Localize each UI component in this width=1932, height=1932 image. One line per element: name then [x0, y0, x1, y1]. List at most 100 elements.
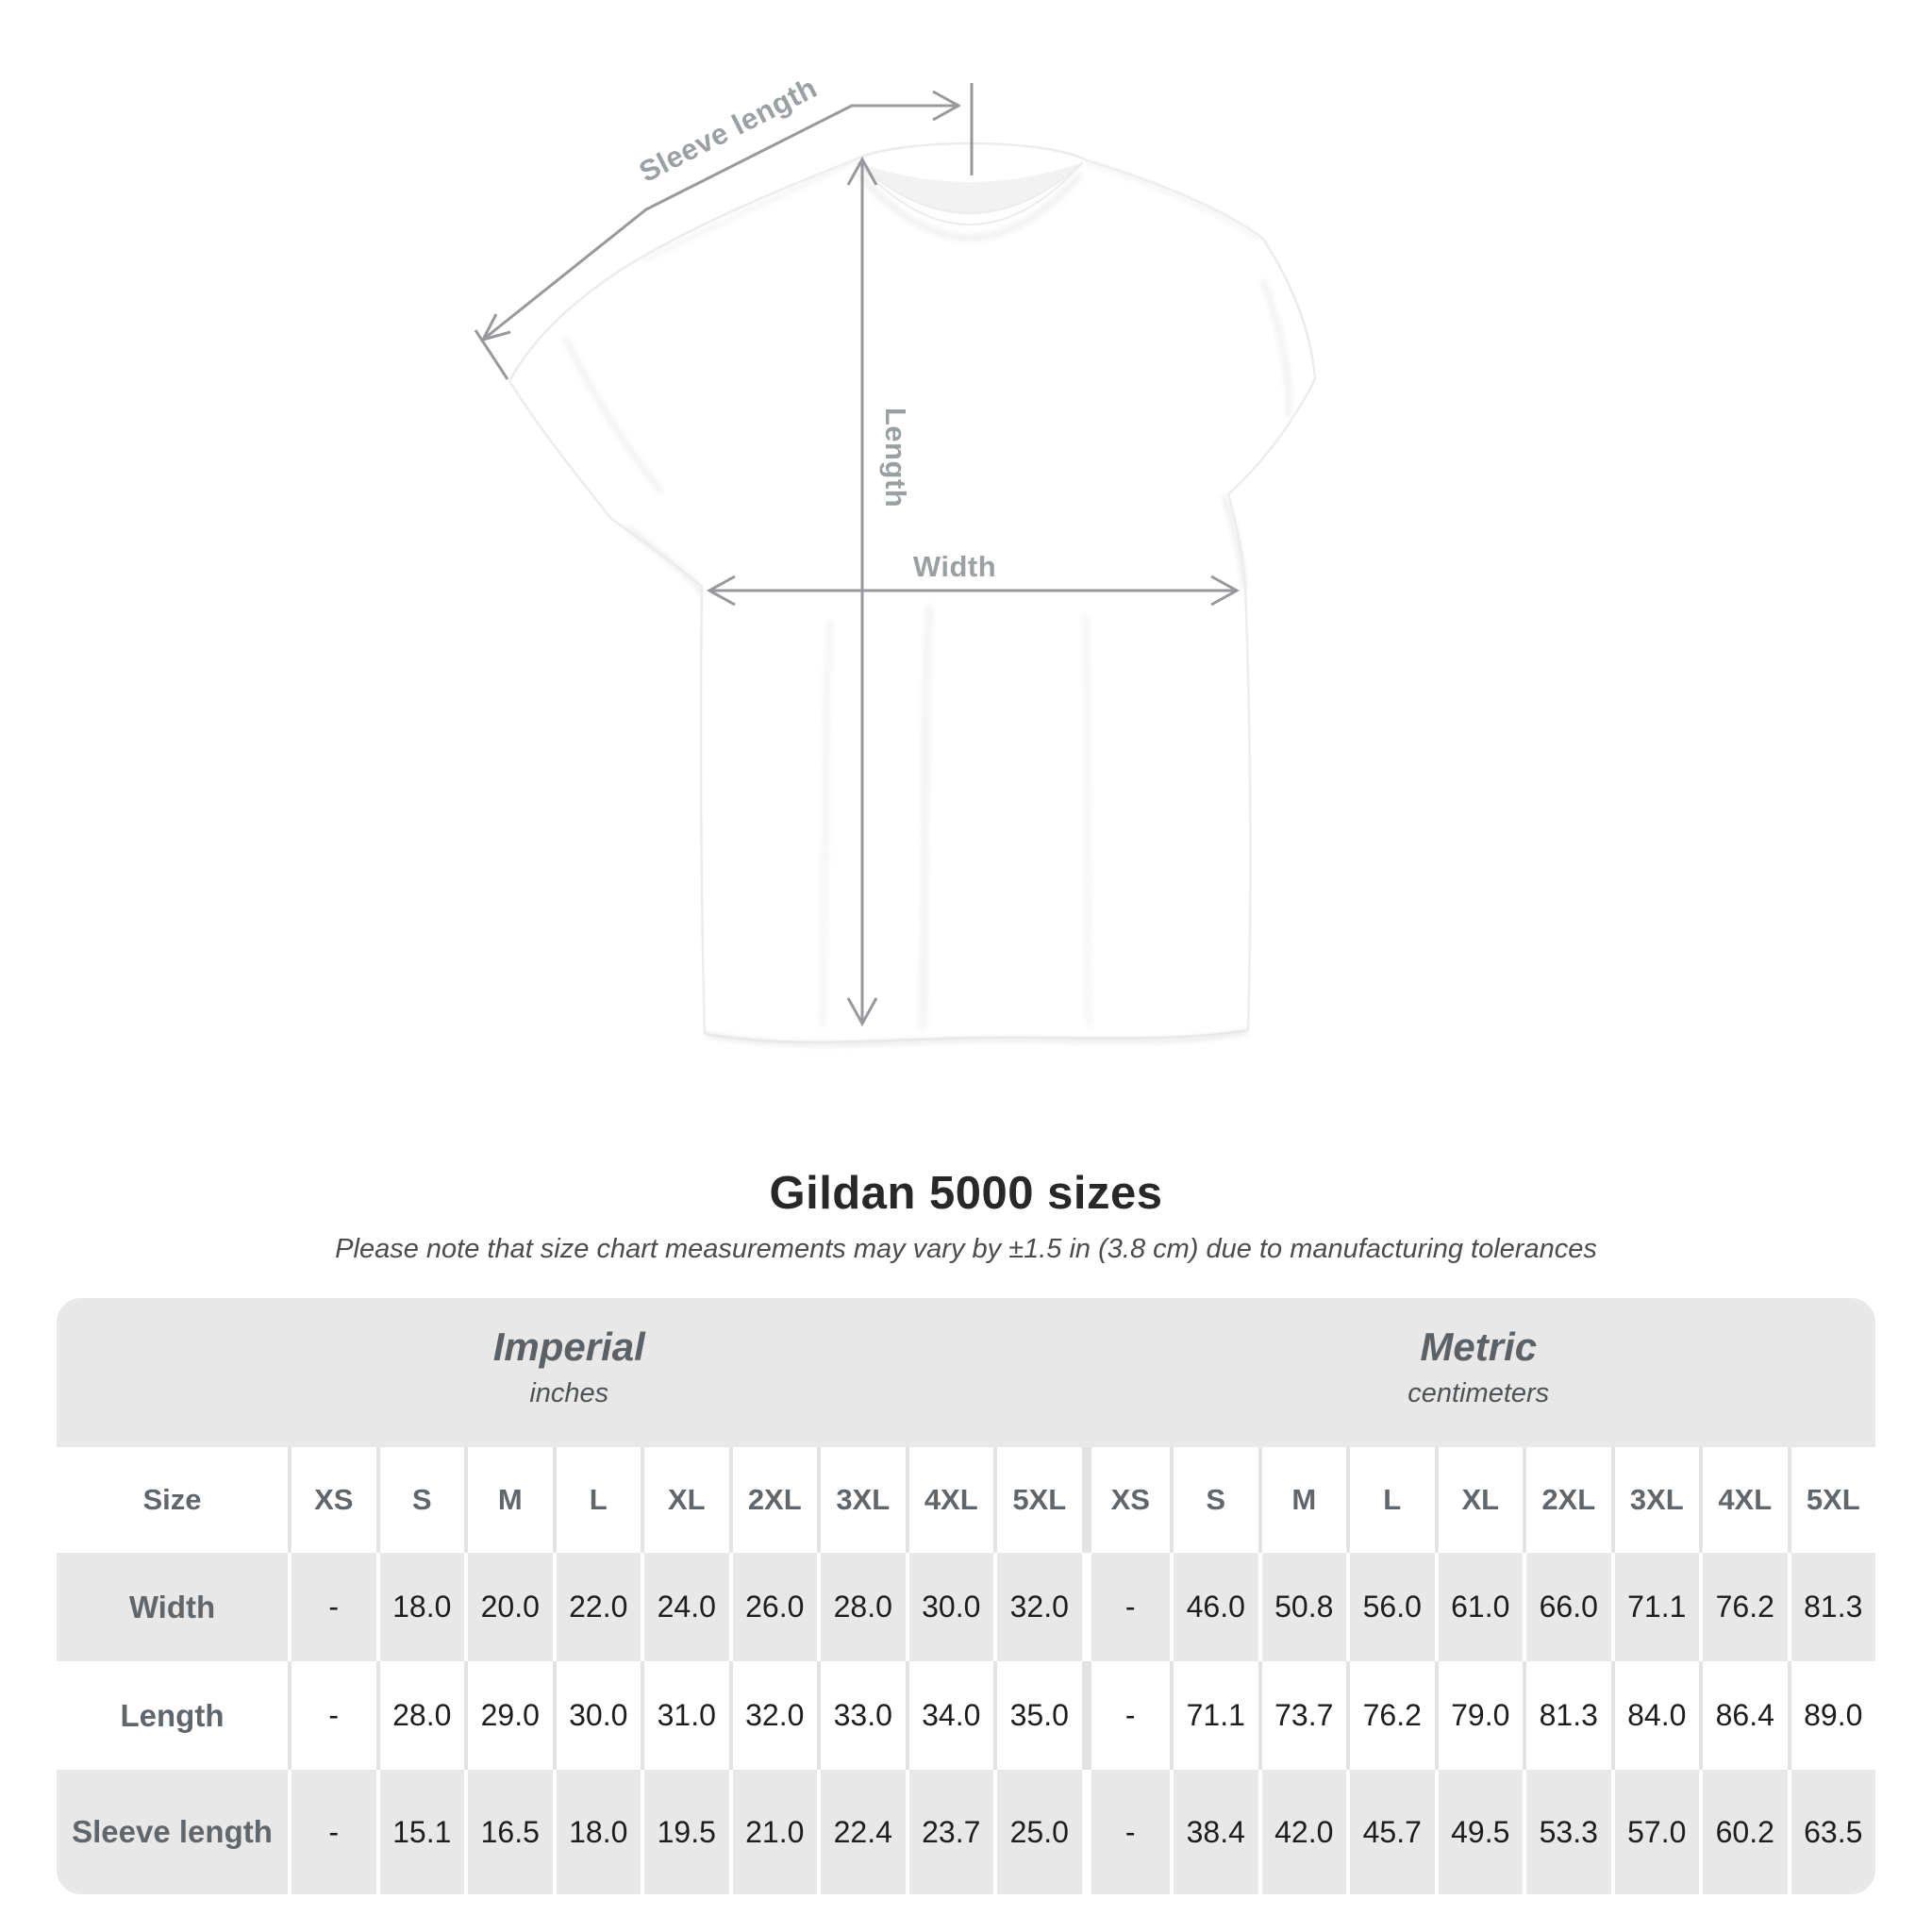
row-label: Length [57, 1661, 288, 1770]
table-cell: 26.0 [728, 1553, 817, 1661]
table-cell: 31.0 [641, 1661, 729, 1770]
table-cell: 84.0 [1610, 1661, 1699, 1770]
table-cell: 89.0 [1787, 1661, 1875, 1770]
metric-group-unit: centimeters [1407, 1378, 1550, 1408]
table-cell: 81.3 [1523, 1661, 1611, 1770]
size-col-header: 4XL [905, 1447, 993, 1553]
length-label: Length [879, 407, 912, 508]
table-cell: 56.0 [1346, 1553, 1435, 1661]
size-col-header: 3XL [817, 1447, 906, 1553]
table-cell: 16.5 [464, 1770, 553, 1894]
table-cell: - [288, 1661, 376, 1770]
row-label: Width [57, 1553, 288, 1661]
table-cell: 76.2 [1699, 1553, 1788, 1661]
table-cell: 30.0 [552, 1661, 641, 1770]
table-row-width: Width - 18.0 20.0 22.0 24.0 26.0 28.0 30… [57, 1553, 1875, 1661]
table-cell: 21.0 [728, 1770, 817, 1894]
tolerance-note: Please note that size chart measurements… [335, 1234, 1597, 1264]
tshirt-shading [562, 160, 1292, 1046]
table-cell: 81.3 [1787, 1553, 1875, 1661]
page-title: Gildan 5000 sizes [769, 1168, 1163, 1219]
imperial-group-unit: inches [529, 1378, 609, 1408]
table-cell: 28.0 [375, 1661, 464, 1770]
size-col-header: S [1170, 1447, 1258, 1553]
table-cell: 76.2 [1346, 1661, 1435, 1770]
table-cell: 49.5 [1434, 1770, 1523, 1894]
metric-group-header: Metric centimeters [1081, 1298, 1875, 1447]
size-col-header: 5XL [1787, 1447, 1875, 1553]
collar-band [856, 161, 1084, 225]
measurement-lines [474, 83, 1241, 1027]
table-cell: 86.4 [1699, 1661, 1788, 1770]
size-col-header: XS [288, 1447, 376, 1553]
table-cell: 63.5 [1787, 1770, 1875, 1894]
table-cell: 66.0 [1523, 1553, 1611, 1661]
table-cell: 42.0 [1257, 1770, 1346, 1894]
table-cell: 32.0 [993, 1553, 1082, 1661]
row-label: Sleeve length [57, 1770, 288, 1894]
size-col-header: L [552, 1447, 641, 1553]
size-col-header: M [464, 1447, 553, 1553]
table-cell: 57.0 [1610, 1770, 1699, 1894]
table-cell: 34.0 [905, 1661, 993, 1770]
table-cell: 45.7 [1346, 1770, 1435, 1894]
table-cell: 33.0 [817, 1661, 906, 1770]
size-col-header: 2XL [728, 1447, 817, 1553]
size-col-header: M [1257, 1447, 1346, 1553]
size-table: Imperial inches Metric centimeters Size … [57, 1298, 1875, 1894]
table-cell: 18.0 [552, 1770, 641, 1894]
imperial-group-title: Imperial [492, 1324, 645, 1369]
size-col-header: 2XL [1523, 1447, 1611, 1553]
table-cell: 20.0 [464, 1553, 553, 1661]
table-cell: 24.0 [641, 1553, 729, 1661]
size-col-header: S [375, 1447, 464, 1553]
size-col-header: XS [1081, 1447, 1170, 1553]
table-cell: 30.0 [905, 1553, 993, 1661]
tshirt-silhouette [508, 142, 1317, 1046]
table-cell: - [1081, 1770, 1170, 1894]
table-cell: 29.0 [464, 1661, 553, 1770]
size-col-header: XL [641, 1447, 729, 1553]
table-cell: 61.0 [1434, 1553, 1523, 1661]
size-col-header: 5XL [993, 1447, 1082, 1553]
table-cell: 25.0 [993, 1770, 1082, 1894]
size-header-row: Size XS S M L XL 2XL 3XL 4XL 5XL XS S M … [57, 1447, 1875, 1553]
table-cell: 60.2 [1699, 1770, 1788, 1894]
table-cell: 19.5 [641, 1770, 729, 1894]
table-cell: - [1081, 1661, 1170, 1770]
table-cell: 71.1 [1610, 1553, 1699, 1661]
sleeve-length-arrow [474, 90, 962, 380]
size-col-header: XL [1434, 1447, 1523, 1553]
size-col-header: 3XL [1610, 1447, 1699, 1553]
table-cell: 53.3 [1523, 1770, 1611, 1894]
table-cell: 32.0 [728, 1661, 817, 1770]
imperial-group-header: Imperial inches [57, 1298, 1082, 1447]
table-cell: 18.0 [375, 1553, 464, 1661]
size-col-header: L [1346, 1447, 1435, 1553]
size-col-header: 4XL [1699, 1447, 1788, 1553]
table-cell: - [288, 1770, 376, 1894]
table-cell: 79.0 [1434, 1661, 1523, 1770]
table-cell: 50.8 [1257, 1553, 1346, 1661]
table-cell: 22.4 [817, 1770, 906, 1894]
table-cell: 38.4 [1170, 1770, 1258, 1894]
width-arrow [706, 575, 1241, 607]
table-cell: 46.0 [1170, 1553, 1258, 1661]
table-cell: 23.7 [905, 1770, 993, 1894]
unit-group-header-row: Imperial inches Metric centimeters [57, 1298, 1875, 1447]
table-cell: 15.1 [375, 1770, 464, 1894]
size-corner-header: Size [57, 1447, 288, 1553]
size-chart-section: Gildan 5000 sizes Please note that size … [57, 1166, 1875, 1894]
tshirt-diagram: Sleeve length Length Width [474, 71, 1317, 1046]
table-cell: - [1081, 1553, 1170, 1661]
table-row-length: Length - 28.0 29.0 30.0 31.0 32.0 33.0 3… [57, 1661, 1875, 1770]
metric-group-title: Metric [1420, 1324, 1538, 1369]
width-label: Width [912, 550, 997, 583]
table-cell: 28.0 [817, 1553, 906, 1661]
table-cell: - [288, 1553, 376, 1661]
tshirt-graphic [474, 83, 1317, 1046]
table-cell: 71.1 [1170, 1661, 1258, 1770]
table-cell: 35.0 [993, 1661, 1082, 1770]
table-row-sleeve-length: Sleeve length - 15.1 16.5 18.0 19.5 21.0… [57, 1770, 1875, 1894]
